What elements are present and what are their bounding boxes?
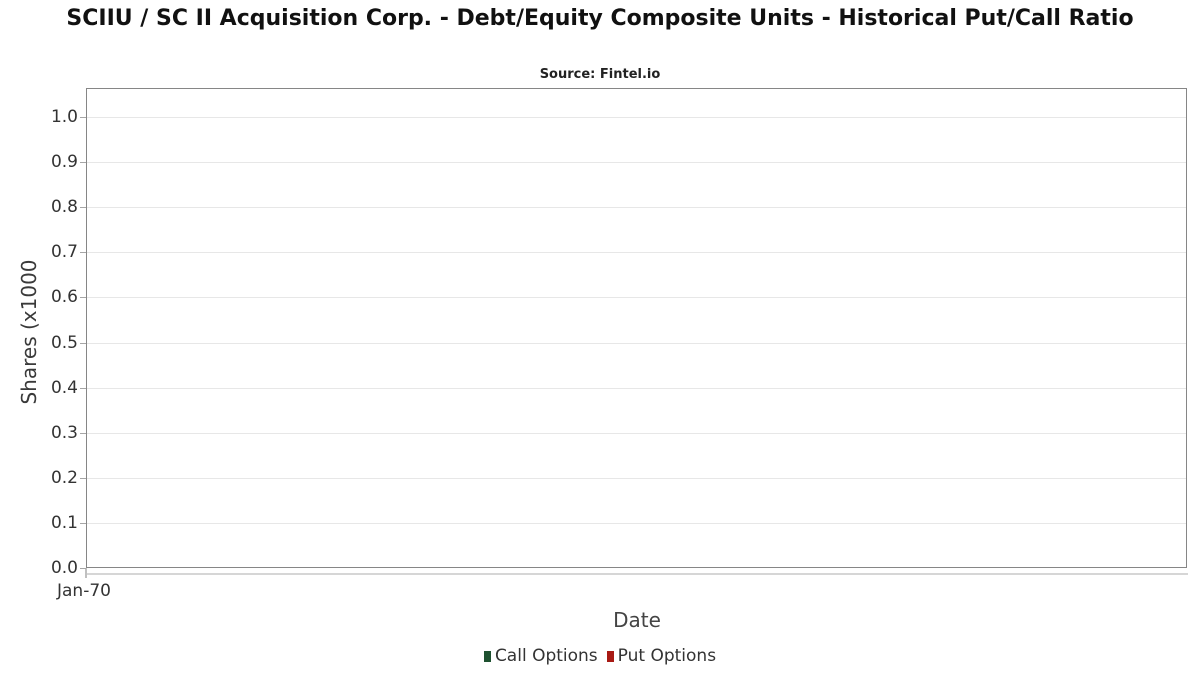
gridline (87, 207, 1186, 208)
y-tick-label: 0.0 (50, 558, 78, 578)
gridline (87, 343, 1186, 344)
y-tick-label: 0.3 (50, 423, 78, 443)
legend-item[interactable]: Call Options (483, 646, 598, 666)
legend-swatch-icon (606, 650, 614, 662)
gridline (87, 388, 1186, 389)
y-tick-mark (80, 117, 86, 118)
legend: Call Options Put Options (0, 646, 1200, 666)
y-tick-mark (80, 433, 86, 434)
x-tick-mark (85, 568, 87, 578)
y-tick-mark (80, 478, 86, 479)
gridline (87, 117, 1186, 118)
y-tick-mark (80, 568, 86, 569)
gridline (87, 523, 1186, 524)
legend-item[interactable]: Put Options (606, 646, 717, 666)
y-tick-mark (80, 207, 86, 208)
y-tick-mark (80, 297, 86, 298)
y-tick-label: 0.9 (50, 152, 78, 172)
legend-label: Call Options (494, 646, 598, 666)
chart-subtitle: Source: Fintel.io (539, 67, 661, 82)
y-axis-title: Shares (x1000 (17, 259, 41, 405)
x-tick-label: Jan-70 (57, 581, 111, 601)
y-tick-label: 0.4 (50, 378, 78, 398)
y-axis-labels: 0.0 0.1 0.2 0.3 0.4 0.5 0.6 0.7 0.8 0.9 1.0 (0, 88, 78, 578)
y-tick-label: 0.5 (50, 333, 78, 353)
y-tick-label: 1.0 (50, 107, 78, 127)
plot-area (86, 88, 1187, 568)
y-tick-mark (80, 343, 86, 344)
y-tick-label: 0.2 (50, 468, 78, 488)
gridline (87, 478, 1186, 479)
legend-label: Put Options (617, 646, 717, 666)
chart-title: SCIIU / SC II Acquisition Corp. - Debt/E… (66, 6, 1134, 31)
y-tick-mark (80, 523, 86, 524)
gridline (87, 252, 1186, 253)
legend-swatch-icon (483, 650, 491, 662)
gridline (87, 162, 1186, 163)
y-tick-mark (80, 252, 86, 253)
x-axis-line (86, 573, 1188, 575)
gridline (87, 297, 1186, 298)
y-tick-label: 0.1 (50, 513, 78, 533)
y-tick-label: 0.6 (50, 287, 78, 307)
y-tick-mark (80, 388, 86, 389)
gridline (87, 433, 1186, 434)
y-tick-label: 0.8 (50, 197, 78, 217)
y-tick-label: 0.7 (50, 242, 78, 262)
y-tick-mark (80, 162, 86, 163)
x-axis-title: Date (613, 608, 661, 632)
